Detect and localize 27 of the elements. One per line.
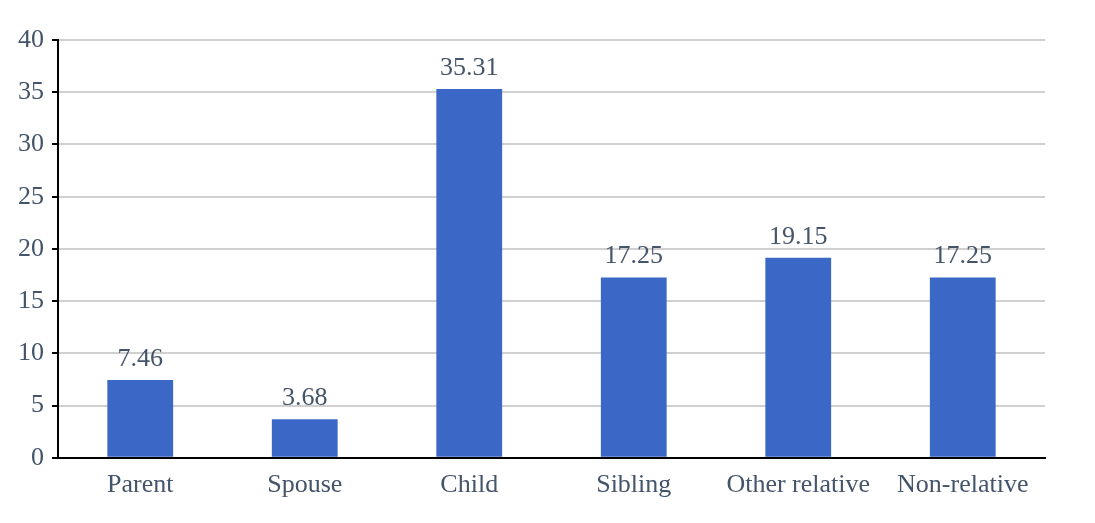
bar [765, 257, 832, 457]
bar [107, 379, 174, 457]
x-tick-label: Parent [107, 469, 175, 499]
y-tick-label: 25 [18, 180, 44, 210]
data-label: 3.68 [282, 382, 328, 412]
y-tick-label: 0 [31, 441, 44, 471]
data-label: 17.25 [933, 240, 992, 270]
x-tick-label: Spouse [267, 469, 343, 499]
bar [436, 88, 503, 457]
y-tick-label: 10 [18, 337, 44, 367]
x-tick-label: Child [440, 469, 499, 499]
y-tick-label: 35 [18, 76, 44, 106]
y-tick-label: 40 [18, 23, 44, 53]
data-label: 17.25 [604, 240, 663, 270]
y-tick-label: 20 [18, 232, 44, 262]
x-tick-label: Non-relative [897, 469, 1029, 499]
data-label: 35.31 [440, 51, 499, 81]
y-tick-label: 30 [18, 128, 44, 158]
data-label: 19.15 [769, 220, 828, 250]
x-tick-label: Sibling [596, 469, 672, 499]
y-tick-label: 5 [31, 389, 44, 419]
x-tick-label: Other relative [726, 469, 871, 499]
data-label: 7.46 [117, 342, 163, 372]
bar [929, 277, 996, 457]
bar [271, 419, 338, 457]
y-tick-label: 15 [18, 284, 44, 314]
bar [600, 277, 667, 457]
